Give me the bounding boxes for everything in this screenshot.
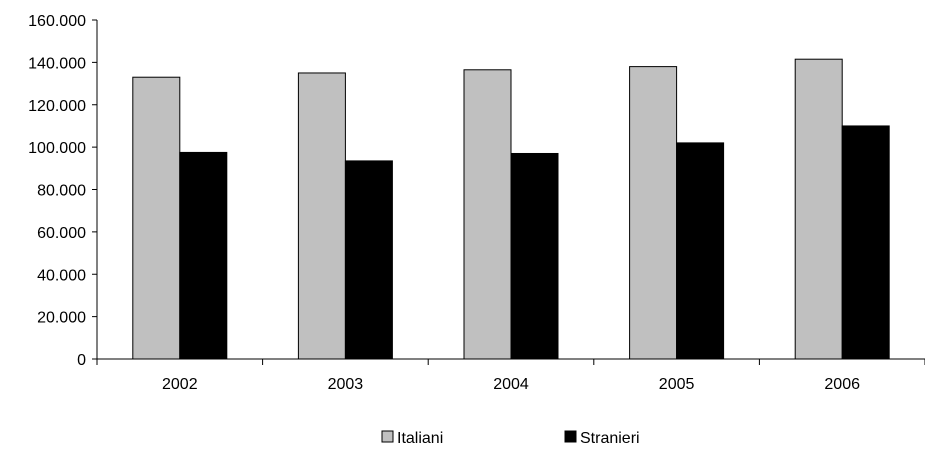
bar-stranieri-2005 bbox=[676, 142, 725, 360]
bar-stranieri-2006 bbox=[841, 125, 890, 360]
y-tick-label: 80.000 bbox=[37, 183, 86, 200]
y-tick-label: 0 bbox=[77, 352, 86, 369]
bar-stranieri-2002 bbox=[179, 151, 228, 360]
bar-italiani-2005 bbox=[629, 66, 678, 360]
bar-italiani-2002 bbox=[132, 76, 181, 360]
bar-italiani-2006 bbox=[794, 58, 843, 360]
y-tick-label: 120.000 bbox=[28, 98, 86, 115]
bar-stranieri-2003 bbox=[344, 160, 393, 360]
y-tick-label: 160.000 bbox=[28, 13, 86, 30]
y-axis: 0 20.000 40.000 60.000 80.000 100.000 120.000 1… bbox=[28, 13, 98, 369]
y-tick-label: 100.000 bbox=[28, 140, 86, 157]
y-tick-label: 20.000 bbox=[37, 310, 86, 327]
y-tick-label: 140.000 bbox=[28, 55, 86, 72]
legend: Italiani Stranieri bbox=[381, 430, 640, 447]
x-tick-label: 2005 bbox=[659, 376, 695, 393]
legend-label-italiani: Italiani bbox=[397, 430, 443, 447]
x-axis: 2002 2003 2004 2005 2006 bbox=[96, 358, 925, 393]
x-tick-label: 2002 bbox=[162, 376, 198, 393]
x-tick-label: 2006 bbox=[824, 376, 860, 393]
legend-swatch-stranieri bbox=[564, 430, 577, 443]
legend-swatch-italiani bbox=[381, 430, 394, 443]
y-tick-label: 60.000 bbox=[37, 225, 86, 242]
x-tick-label: 2003 bbox=[328, 376, 364, 393]
bar-italiani-2004 bbox=[463, 69, 512, 360]
legend-label-stranieri: Stranieri bbox=[580, 430, 640, 447]
x-tick-label: 2004 bbox=[493, 376, 529, 393]
y-tick-label: 40.000 bbox=[37, 267, 86, 284]
bar-italiani-2003 bbox=[297, 72, 346, 360]
bar-stranieri-2004 bbox=[510, 152, 559, 360]
bars bbox=[132, 58, 890, 360]
